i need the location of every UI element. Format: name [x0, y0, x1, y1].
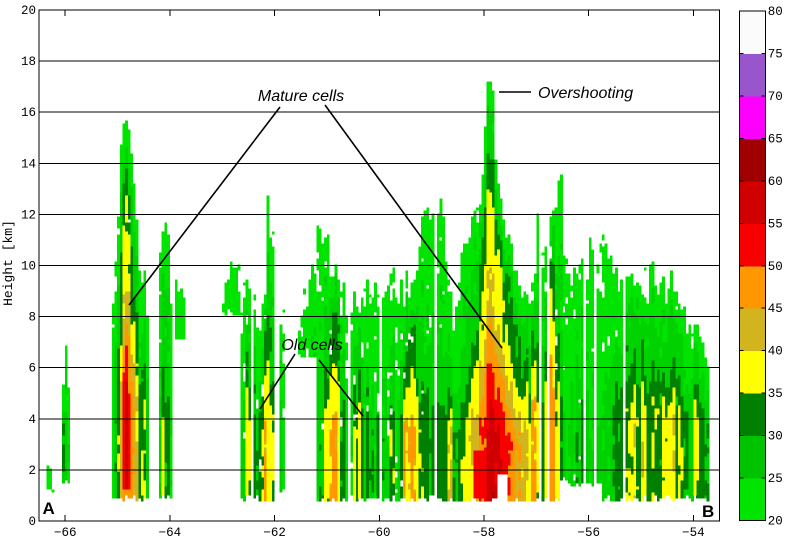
- svg-text:−64: −64: [159, 526, 182, 540]
- svg-text:30: 30: [768, 430, 783, 444]
- svg-text:0: 0: [28, 515, 36, 529]
- svg-text:Old cells: Old cells: [281, 337, 342, 354]
- svg-text:80: 80: [768, 5, 783, 19]
- svg-text:Mature cells: Mature cells: [258, 88, 344, 105]
- svg-text:2: 2: [28, 464, 36, 478]
- svg-text:10: 10: [21, 260, 36, 274]
- svg-text:−56: −56: [577, 526, 600, 540]
- svg-text:20: 20: [21, 4, 36, 18]
- svg-text:Overshooting: Overshooting: [538, 85, 633, 102]
- svg-text:−60: −60: [368, 526, 391, 540]
- svg-text:14: 14: [21, 157, 36, 171]
- svg-text:12: 12: [21, 208, 36, 222]
- svg-text:B: B: [702, 502, 714, 521]
- svg-text:25: 25: [768, 472, 783, 486]
- svg-text:55: 55: [768, 217, 783, 231]
- svg-text:75: 75: [768, 47, 783, 61]
- svg-text:Height [km]: Height [km]: [1, 220, 16, 306]
- svg-text:65: 65: [768, 132, 783, 146]
- svg-text:4: 4: [28, 413, 36, 427]
- svg-text:−66: −66: [54, 526, 77, 540]
- svg-text:6: 6: [28, 362, 36, 376]
- svg-text:20: 20: [768, 515, 783, 529]
- svg-text:70: 70: [768, 90, 783, 104]
- svg-text:−58: −58: [473, 526, 496, 540]
- svg-text:18: 18: [21, 55, 36, 69]
- svg-text:16: 16: [21, 106, 36, 120]
- svg-text:A: A: [43, 499, 55, 518]
- svg-text:8: 8: [28, 311, 36, 325]
- svg-text:60: 60: [768, 175, 783, 189]
- svg-text:−62: −62: [263, 526, 286, 540]
- svg-text:50: 50: [768, 260, 783, 274]
- svg-text:40: 40: [768, 345, 783, 359]
- svg-text:35: 35: [768, 387, 783, 401]
- svg-text:−54: −54: [682, 526, 705, 540]
- svg-text:45: 45: [768, 302, 783, 316]
